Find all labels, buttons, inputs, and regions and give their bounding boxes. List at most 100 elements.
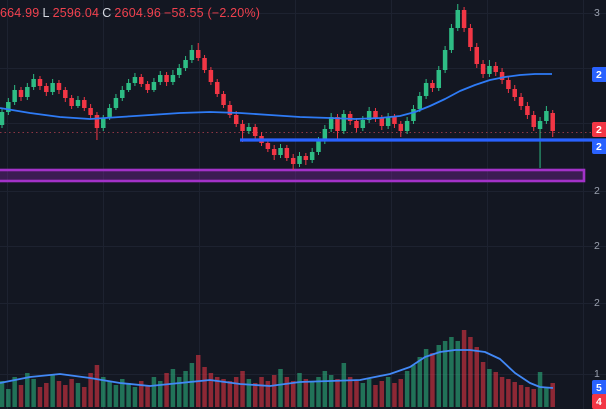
volume-bar	[493, 372, 498, 407]
candle-body	[44, 86, 49, 92]
volume-bar	[139, 381, 144, 407]
volume-bar	[379, 381, 385, 407]
volume-bar	[506, 379, 511, 407]
volume-bar	[252, 383, 258, 407]
candle-body	[442, 50, 448, 70]
indicator-price-label: 5	[592, 380, 606, 395]
candle-body	[354, 121, 359, 128]
candle-body	[170, 75, 176, 82]
candle-body	[373, 111, 378, 118]
volume-bar	[189, 363, 195, 407]
candle-body	[506, 80, 511, 89]
candle-body	[335, 117, 340, 131]
volume-bar	[474, 347, 479, 407]
candle-body	[126, 83, 131, 90]
volume-bar	[442, 341, 448, 407]
candle-body	[120, 90, 125, 98]
price-ma-line	[0, 73, 552, 120]
volume-bar	[512, 382, 517, 407]
candle-body	[316, 141, 321, 152]
candle-body	[455, 10, 461, 28]
price-tick-label: 1	[594, 368, 600, 380]
last-price-label: 2	[592, 122, 606, 137]
candle-body	[151, 82, 157, 90]
volume-bar	[6, 389, 11, 407]
candle-body	[512, 89, 517, 97]
volume-bar	[50, 375, 55, 407]
volume-bar	[56, 381, 62, 407]
volume-bar	[525, 387, 530, 407]
change-value: −58.55 (−2.20%)	[164, 6, 261, 20]
candle-body	[107, 108, 112, 118]
candle-body	[221, 94, 226, 105]
volume-bar	[499, 377, 505, 407]
volume-bar	[360, 383, 366, 407]
volume-bar	[94, 365, 100, 407]
volume-bar	[107, 381, 112, 407]
volume-bar	[0, 381, 5, 407]
volume-bar	[202, 367, 207, 407]
candle-body	[544, 111, 549, 121]
candle-body	[404, 121, 410, 131]
candle-body	[101, 118, 106, 128]
candle-body	[113, 98, 119, 108]
candle-body	[139, 77, 144, 84]
volume-bar	[487, 369, 492, 407]
candle-body	[195, 50, 201, 58]
volume-bar	[69, 379, 74, 407]
candle-body	[0, 112, 5, 125]
candle-body	[341, 114, 347, 131]
volume-bar	[233, 377, 239, 407]
volume-bar	[550, 383, 555, 407]
candle-body	[430, 83, 435, 88]
candle-body	[360, 120, 366, 128]
volume-bar	[227, 381, 233, 407]
candle-body	[252, 127, 258, 136]
candle-body	[183, 60, 188, 68]
candle-body	[158, 75, 163, 82]
candle-body	[75, 100, 81, 106]
candle-body	[303, 156, 309, 160]
candle-body	[214, 82, 220, 94]
volume-bar	[132, 387, 138, 407]
volume-bar	[183, 371, 188, 407]
candle-body	[56, 83, 62, 90]
candle-body	[487, 66, 492, 74]
volume-bar	[271, 375, 277, 407]
volume-bar	[44, 383, 49, 407]
volume-bar	[284, 377, 290, 407]
volume-bar	[101, 377, 106, 407]
volume-bar	[417, 357, 423, 407]
volume-bar	[297, 373, 302, 407]
low-letter: L	[42, 6, 50, 20]
volume-bar	[75, 383, 81, 407]
volume-bar	[392, 383, 397, 407]
candle-body	[525, 106, 530, 115]
candle-body	[63, 90, 68, 98]
volume-bar	[259, 377, 264, 407]
volume-bar	[120, 379, 125, 407]
candle-body	[322, 129, 328, 141]
volume-bar	[328, 375, 334, 407]
volume-bar	[113, 385, 119, 407]
volume-bar	[455, 341, 461, 407]
price-tick-label: 2	[594, 185, 600, 197]
candle-body	[309, 152, 315, 160]
demand-zone[interactable]	[0, 168, 586, 183]
volume-bar	[347, 377, 353, 407]
volume-bar	[164, 373, 169, 407]
volume-bar	[385, 377, 391, 407]
volume-bar	[214, 377, 220, 407]
candle-body	[265, 143, 271, 149]
candle-body	[31, 79, 36, 87]
volume-bar	[366, 379, 372, 407]
candle-body	[164, 75, 169, 82]
candle-body	[417, 96, 423, 109]
volume-bar	[265, 381, 271, 407]
high-value: 664.99	[0, 6, 40, 20]
candle-body	[461, 10, 467, 28]
candle-body	[411, 109, 416, 121]
volume-bar	[88, 373, 93, 407]
